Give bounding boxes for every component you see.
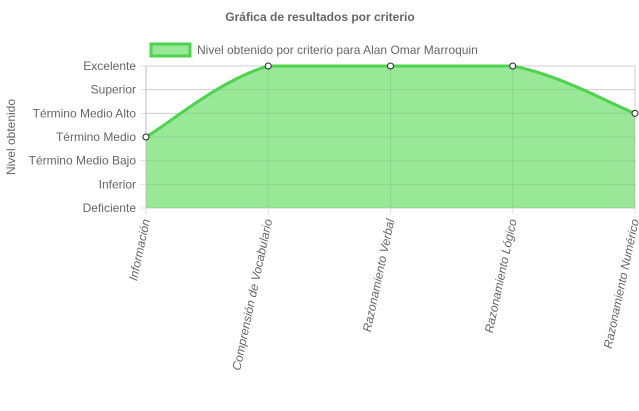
legend-swatch [149, 42, 192, 58]
data-point[interactable] [142, 133, 150, 141]
area-fill [146, 66, 635, 208]
x-tick-labels: Información Comprensión de Vocabulario Raz… [126, 217, 639, 371]
series-area [145, 64, 636, 209]
y-tick-label: Inferior [99, 177, 136, 191]
data-point[interactable] [631, 109, 639, 117]
x-tick-label: Información [126, 217, 153, 282]
data-point[interactable] [264, 62, 272, 70]
x-tick-label: Comprensión de Vocabulario [229, 217, 275, 371]
y-tick-labels: Deficiente Inferior Término Medio Bajo Térm… [29, 59, 137, 215]
y-tick-label: Término Medio Alto [33, 106, 137, 120]
legend-label: Nivel obtenido por criterio para Alan Om… [197, 43, 478, 57]
y-tick-label: Excelente [83, 59, 136, 73]
legend[interactable]: Nivel obtenido por criterio para Alan Om… [149, 42, 478, 58]
y-tick-label: Término Medio Bajo [29, 154, 137, 168]
x-tick-label: Razonamiento Numérico [601, 217, 639, 349]
data-point[interactable] [509, 62, 517, 70]
y-tick-label: Término Medio [56, 130, 136, 144]
y-tick-label: Superior [91, 83, 136, 97]
y-axis-label: Nivel obtenido [4, 99, 18, 175]
y-tick-label: Deficiente [83, 201, 137, 215]
data-point[interactable] [387, 62, 394, 70]
data-points[interactable] [142, 62, 639, 141]
chart-title: Gráfica de resultados por criterio [225, 10, 414, 24]
x-tick-label: Razonamiento Lógico [482, 217, 520, 334]
x-tick-label: Razonamiento Verbal [360, 217, 398, 333]
